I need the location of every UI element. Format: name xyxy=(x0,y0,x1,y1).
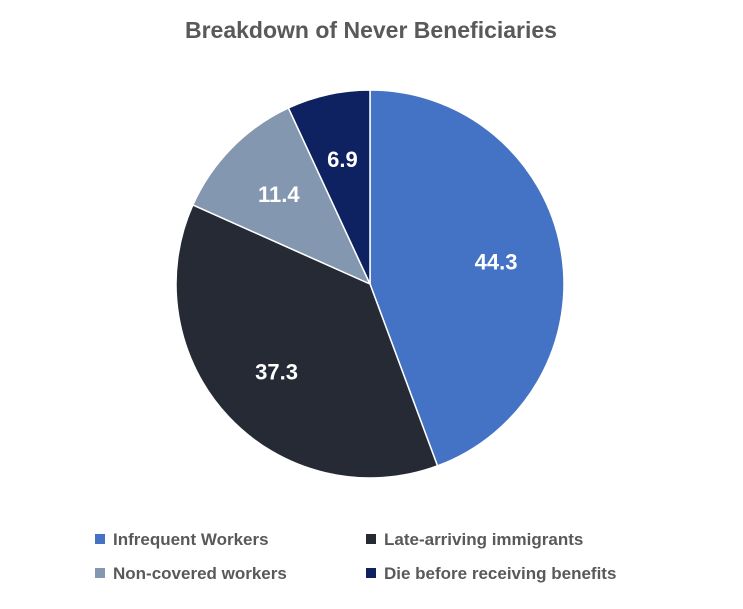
legend-swatch-2 xyxy=(366,534,376,544)
slice-value-label-4: 6.9 xyxy=(327,147,358,172)
legend-label-1: Infrequent Workers xyxy=(113,530,269,549)
pie-slices xyxy=(175,89,565,479)
chart-title: Breakdown of Never Beneficiaries xyxy=(185,17,557,43)
legend-item-4: Die before receiving benefits xyxy=(366,564,616,583)
legend-item-1: Infrequent Workers xyxy=(95,530,269,549)
pie-slice-4 xyxy=(287,89,371,285)
pie-slice-3 xyxy=(191,106,372,286)
slice-value-label-3: 11.4 xyxy=(258,182,300,207)
legend-swatch-3 xyxy=(95,568,105,578)
legend-label-3: Non-covered workers xyxy=(113,564,287,583)
legend-swatch-4 xyxy=(366,568,376,578)
slice-value-label-1: 44.3 xyxy=(475,249,518,274)
legend-item-2: Late-arriving immigrants xyxy=(366,530,583,549)
pie-slice-2 xyxy=(175,203,439,479)
legend: Infrequent Workers Late-arriving immigran… xyxy=(95,530,616,583)
pie-slice-1 xyxy=(369,89,565,467)
legend-swatch-1 xyxy=(95,534,105,544)
legend-label-2: Late-arriving immigrants xyxy=(384,530,583,549)
legend-item-3: Non-covered workers xyxy=(95,564,287,583)
slice-labels: 44.3 37.3 11.4 6.9 xyxy=(255,147,517,385)
slice-value-label-2: 37.3 xyxy=(255,360,298,385)
legend-label-4: Die before receiving benefits xyxy=(384,564,616,583)
